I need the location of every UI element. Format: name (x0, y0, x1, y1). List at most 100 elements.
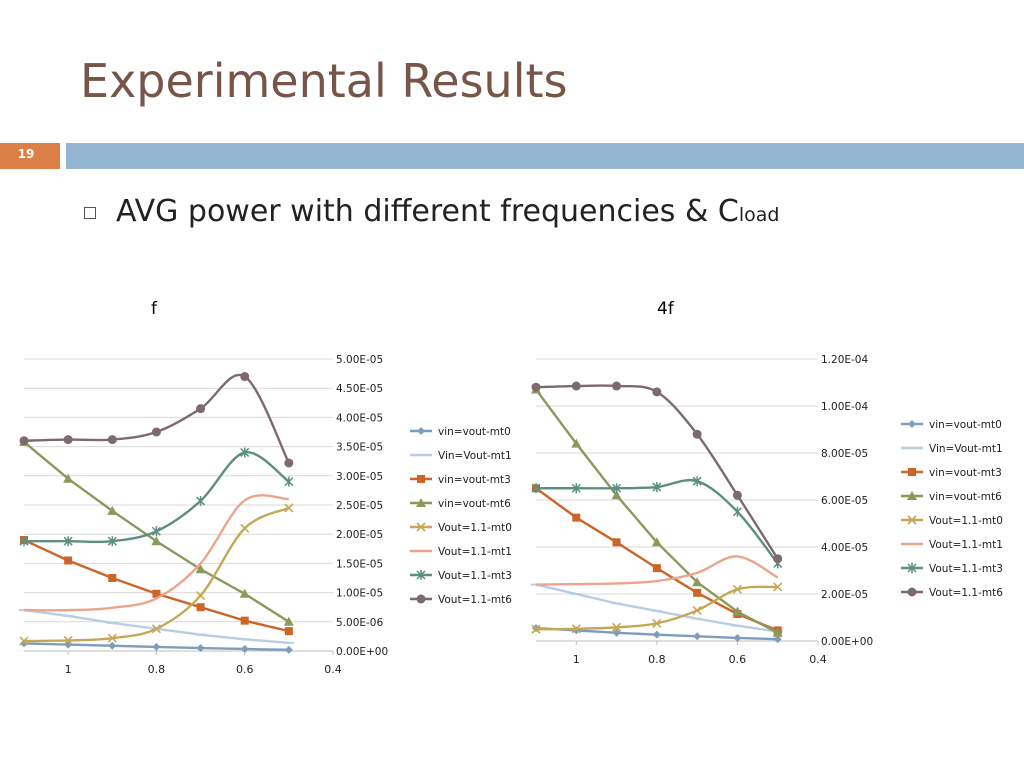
data-point (572, 514, 580, 522)
data-point (108, 574, 116, 582)
series-line (536, 488, 778, 630)
legend-entry: vin=vout-mt0 (410, 426, 511, 438)
legend-label: Vout=1.1-mt3 (929, 563, 1003, 575)
legend-entry: Vin=Vout-mt1 (410, 450, 512, 462)
legend-label: Vout=1.1-mt1 (929, 539, 1003, 551)
legend-label: vin=vout-mt6 (438, 498, 511, 510)
y-tick-label: 1.20E-04 (821, 354, 868, 366)
legend-label: Vin=Vout-mt1 (438, 450, 512, 462)
data-point (241, 617, 249, 625)
y-tick-label: 5.00E-06 (336, 617, 383, 629)
legend-label: Vin=Vout-mt1 (929, 443, 1003, 455)
y-tick-label: 3.00E-05 (336, 471, 383, 483)
data-point (197, 603, 205, 611)
data-point (20, 436, 29, 445)
legend-label: vin=vout-mt6 (929, 491, 1002, 503)
x-tick-label: 0.6 (729, 653, 747, 666)
y-tick-label: 4.00E-05 (336, 412, 383, 424)
chart-1: 0.00E+00 5.00E-06 1.00E-05 1.50E-05 2.00E-05… (19, 354, 512, 676)
y-tick-label: 2.00E-05 (336, 529, 383, 541)
data-point (733, 491, 742, 500)
legend-entry: Vout=1.1-mt1 (410, 546, 512, 558)
legend-marker (908, 468, 916, 476)
series-line (24, 540, 289, 631)
legend-label: Vout=1.1-mt0 (929, 515, 1003, 527)
legend-entry: vin=vout-mt6 (901, 491, 1002, 503)
x-tick-label: 0.8 (148, 663, 166, 676)
y-tick-label: 2.00E-05 (821, 589, 868, 601)
legend-label: vin=vout-mt3 (438, 474, 511, 486)
x-tick-label: 0.8 (648, 653, 666, 666)
legend-entry: Vout=1.1-mt6 (410, 594, 512, 606)
legend-entry: Vout=1.1-mt3 (901, 563, 1003, 575)
legend-label: Vout=1.1-mt3 (438, 570, 512, 582)
x-tick-label: 1 (573, 653, 580, 666)
data-point (693, 632, 701, 640)
y-tick-label: 4.00E-05 (821, 542, 868, 554)
legend-entry: vin=vout-mt0 (901, 419, 1002, 431)
series-5 (20, 504, 293, 645)
data-point (108, 642, 116, 650)
y-tick-label: 4.50E-05 (336, 383, 383, 395)
data-point (197, 496, 205, 506)
data-point (612, 382, 621, 391)
data-point (693, 430, 702, 439)
legend-label: Vout=1.1-mt6 (929, 587, 1003, 599)
series-7 (532, 476, 782, 568)
data-point (285, 627, 293, 635)
legend-entry: Vout=1.1-mt0 (410, 522, 512, 534)
data-point (240, 372, 249, 381)
y-tick-label: 0.00E+00 (821, 636, 873, 648)
legend-label: Vout=1.1-mt1 (438, 546, 512, 558)
chart-2: 0.00E+002.00E-054.00E-056.00E-058.00E-05… (531, 354, 1003, 666)
legend-marker (417, 475, 425, 483)
charts-canvas: 0.00E+00 5.00E-06 1.00E-05 1.50E-05 2.00E-05… (0, 0, 1024, 768)
data-point (572, 382, 581, 391)
legend-entry: Vout=1.1-mt1 (901, 539, 1003, 551)
legend-entry: vin=vout-mt6 (410, 498, 511, 510)
y-tick-label: 1.00E-05 (336, 588, 383, 600)
legend-marker (417, 595, 426, 604)
series-2 (19, 610, 294, 643)
legend-entry: Vin=Vout-mt1 (901, 443, 1003, 455)
y-tick-label: 2.50E-05 (336, 500, 383, 512)
y-tick-label: 1.00E-04 (821, 401, 868, 413)
data-point (64, 435, 73, 444)
data-point (652, 387, 661, 396)
legend-marker (908, 420, 916, 428)
x-tick-label: 0.4 (809, 653, 827, 666)
legend-label: Vout=1.1-mt6 (438, 594, 512, 606)
data-point (653, 564, 661, 572)
legend-entry: Vout=1.1-mt6 (901, 587, 1003, 599)
legend-marker (908, 588, 917, 597)
data-point (285, 477, 293, 487)
legend-label: vin=vout-mt0 (438, 426, 511, 438)
x-tick-label: 1 (65, 663, 72, 676)
series-line (536, 480, 778, 563)
y-tick-label: 8.00E-05 (821, 448, 868, 460)
series-line (536, 386, 778, 559)
data-point (284, 458, 293, 467)
legend-marker (417, 427, 425, 435)
data-point (693, 589, 701, 597)
data-point (64, 641, 72, 649)
legend-label: Vout=1.1-mt0 (438, 522, 512, 534)
x-tick-label: 0.6 (236, 663, 254, 676)
y-tick-label: 0.00E+00 (336, 646, 388, 658)
data-point (532, 383, 541, 392)
data-point (240, 589, 250, 598)
data-point (241, 524, 249, 532)
data-point (653, 631, 661, 639)
data-point (285, 646, 293, 654)
data-point (152, 643, 160, 651)
y-tick-label: 5.00E-05 (336, 354, 383, 366)
legend-entry: Vout=1.1-mt0 (901, 515, 1003, 527)
data-point (613, 538, 621, 546)
y-tick-label: 3.50E-05 (336, 442, 383, 454)
data-point (108, 435, 117, 444)
series-line (536, 390, 778, 633)
legend-entry: vin=vout-mt3 (901, 467, 1002, 479)
y-tick-label: 1.50E-05 (336, 558, 383, 570)
data-point (196, 404, 205, 413)
data-point (773, 554, 782, 563)
